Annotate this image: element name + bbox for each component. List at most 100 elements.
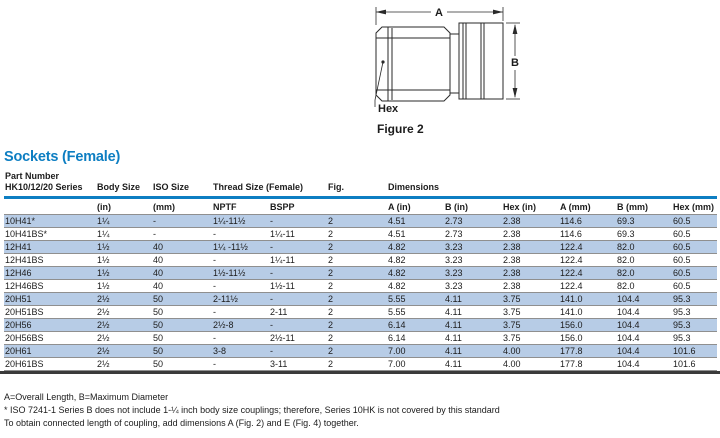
- table-cell: 20H56BS: [4, 331, 96, 345]
- table-cell: 156.0: [559, 331, 616, 345]
- table-cell: 60.5: [672, 214, 718, 228]
- col-subheader-fig-blank: [327, 197, 387, 215]
- table-cell: 104.4: [616, 357, 672, 371]
- table-cell: 60.5: [672, 253, 718, 267]
- table-cell: -: [152, 227, 212, 241]
- table-cell: 2: [327, 266, 387, 280]
- table-cell: 2: [327, 305, 387, 319]
- table-cell: 1½: [96, 240, 152, 254]
- table-cell: 1¼-11: [269, 253, 327, 267]
- dim-b-label: B: [511, 57, 519, 69]
- table-row: 10H41* 1¼ -1¼-11½ -2 4.51 2.73 2.38 114.6 69.3 60…: [4, 214, 718, 228]
- table-cell: 6.14: [387, 318, 444, 332]
- table-cell: 3.23: [444, 240, 502, 254]
- table-cell: -: [269, 214, 327, 228]
- col-subheader-mm: (mm): [152, 197, 212, 215]
- table-cell: 20H61: [4, 344, 96, 358]
- table-cell: 4.82: [387, 266, 444, 280]
- table-cell: 3.75: [502, 331, 559, 345]
- table-cell: 10H41BS*: [4, 227, 96, 241]
- col-header-body-size: Body Size: [96, 171, 152, 199]
- part-number-line1: Part Number: [5, 171, 60, 181]
- table-row: 20H56 2½ 50 2½-8-2 6.14 4.11 3.75 156.0 104.4 95.…: [4, 318, 718, 332]
- table-cell: 1¼-11½: [212, 214, 269, 228]
- col-subheader-b-mm: B (mm): [616, 197, 672, 215]
- table-row: 10H41BS* 1¼ - -1¼-11 2 4.51 2.73 2.38 114.6 69.3 6…: [4, 227, 718, 241]
- table-cell: 122.4: [559, 279, 616, 293]
- table-cell: 4.00: [502, 357, 559, 371]
- table-cell: 2½: [96, 305, 152, 319]
- table-cell: 2-11½: [212, 292, 269, 306]
- table-cell: 3.23: [444, 279, 502, 293]
- table-cell: -: [269, 292, 327, 306]
- table-cell: 7.00: [387, 357, 444, 371]
- table-cell: 1½: [96, 266, 152, 280]
- table-cell: 2.73: [444, 214, 502, 228]
- table-cell: 4.00: [502, 344, 559, 358]
- table-cell: 69.3: [616, 214, 672, 228]
- table-cell: -: [212, 305, 269, 319]
- table-cell: 60.5: [672, 266, 718, 280]
- table-cell: 2½: [96, 344, 152, 358]
- table-cell: 2: [327, 253, 387, 267]
- table-cell: 2½: [96, 318, 152, 332]
- table-cell: 104.4: [616, 292, 672, 306]
- table-cell: 3.23: [444, 253, 502, 267]
- table-cell: 4.51: [387, 214, 444, 228]
- table-cell: 20H51: [4, 292, 96, 306]
- table-cell: 122.4: [559, 253, 616, 267]
- table-cell: 4.82: [387, 240, 444, 254]
- table-cell: 1¼-11: [269, 227, 327, 241]
- table-row: 20H56BS 2½ 50-2½-11 2 6.14 4.11 3.75 156.0 104.4…: [4, 331, 718, 345]
- table-cell: 101.6: [672, 357, 718, 371]
- table-cell: 177.8: [559, 357, 616, 371]
- table-cell: 1¼ -11½: [212, 240, 269, 254]
- table-row: 20H61 2½ 50 3-8-2 7.00 4.11 4.00 177.8 104.4 101.…: [4, 344, 718, 358]
- table-cell: 95.3: [672, 292, 718, 306]
- table-cell: 82.0: [616, 279, 672, 293]
- sockets-table-wrap: Part Number HK10/12/20 Series Body Size …: [0, 171, 720, 374]
- table-cell: 2½: [96, 331, 152, 345]
- table-cell: 50: [152, 357, 212, 371]
- header-row-groups: Part Number HK10/12/20 Series Body Size …: [4, 171, 718, 199]
- table-cell: 1¼: [96, 227, 152, 241]
- footnote-iso: * ISO 7241-1 Series B does not include 1…: [4, 405, 500, 415]
- table-cell: 50: [152, 331, 212, 345]
- table-body: 10H41* 1¼ -1¼-11½ -2 4.51 2.73 2.38 114.6 69.3 60…: [4, 214, 718, 371]
- table-cell: -: [212, 331, 269, 345]
- table-cell: 2: [327, 292, 387, 306]
- table-cell: 2: [327, 214, 387, 228]
- table-cell: 104.4: [616, 318, 672, 332]
- dim-a-label: A: [435, 7, 443, 19]
- table-header: Part Number HK10/12/20 Series Body Size …: [4, 171, 718, 215]
- table-cell: 40: [152, 253, 212, 267]
- table-cell: 101.6: [672, 344, 718, 358]
- footnotes: A=Overall Length, B=Maximum Diameter * I…: [4, 391, 500, 430]
- table-cell: 2½: [96, 357, 152, 371]
- col-subheader-nptf: NPTF: [212, 197, 269, 215]
- table-bottom-rule: [0, 371, 720, 374]
- table-row: 20H51 2½ 50 2-11½ -2 5.55 4.11 3.75 141.0 104.4 95…: [4, 292, 718, 306]
- table-cell: 3.23: [444, 266, 502, 280]
- col-subheader-bspp: BSPP: [269, 197, 327, 215]
- table-cell: 10H41*: [4, 214, 96, 228]
- table-cell: 2.38: [502, 253, 559, 267]
- coupling-neck: [450, 33, 459, 94]
- table-cell: 5.55: [387, 292, 444, 306]
- table-cell: -: [212, 357, 269, 371]
- table-cell: -: [212, 253, 269, 267]
- table-cell: 2½-8: [212, 318, 269, 332]
- table-cell: 141.0: [559, 305, 616, 319]
- table-cell: 4.51: [387, 227, 444, 241]
- table-row: 12H46BS 1½ 40-1½-11 2 4.82 3.23 2.38 122.4 82.0 6…: [4, 279, 718, 293]
- col-subheader-in: (in): [96, 197, 152, 215]
- table-cell: 2.38: [502, 266, 559, 280]
- table-cell: 156.0: [559, 318, 616, 332]
- table-row: 20H51BS 2½ 50-2-11 2 5.55 4.11 3.75 141.0 104.4 9…: [4, 305, 718, 319]
- table-cell: 2: [327, 318, 387, 332]
- table-row: 12H41 1½ 40 1¼ -11½ -2 4.82 3.23 2.38 122.4 82.0 6…: [4, 240, 718, 254]
- col-header-dimensions: Dimensions: [387, 171, 718, 199]
- table-cell: 104.4: [616, 331, 672, 345]
- table-cell: 2.73: [444, 227, 502, 241]
